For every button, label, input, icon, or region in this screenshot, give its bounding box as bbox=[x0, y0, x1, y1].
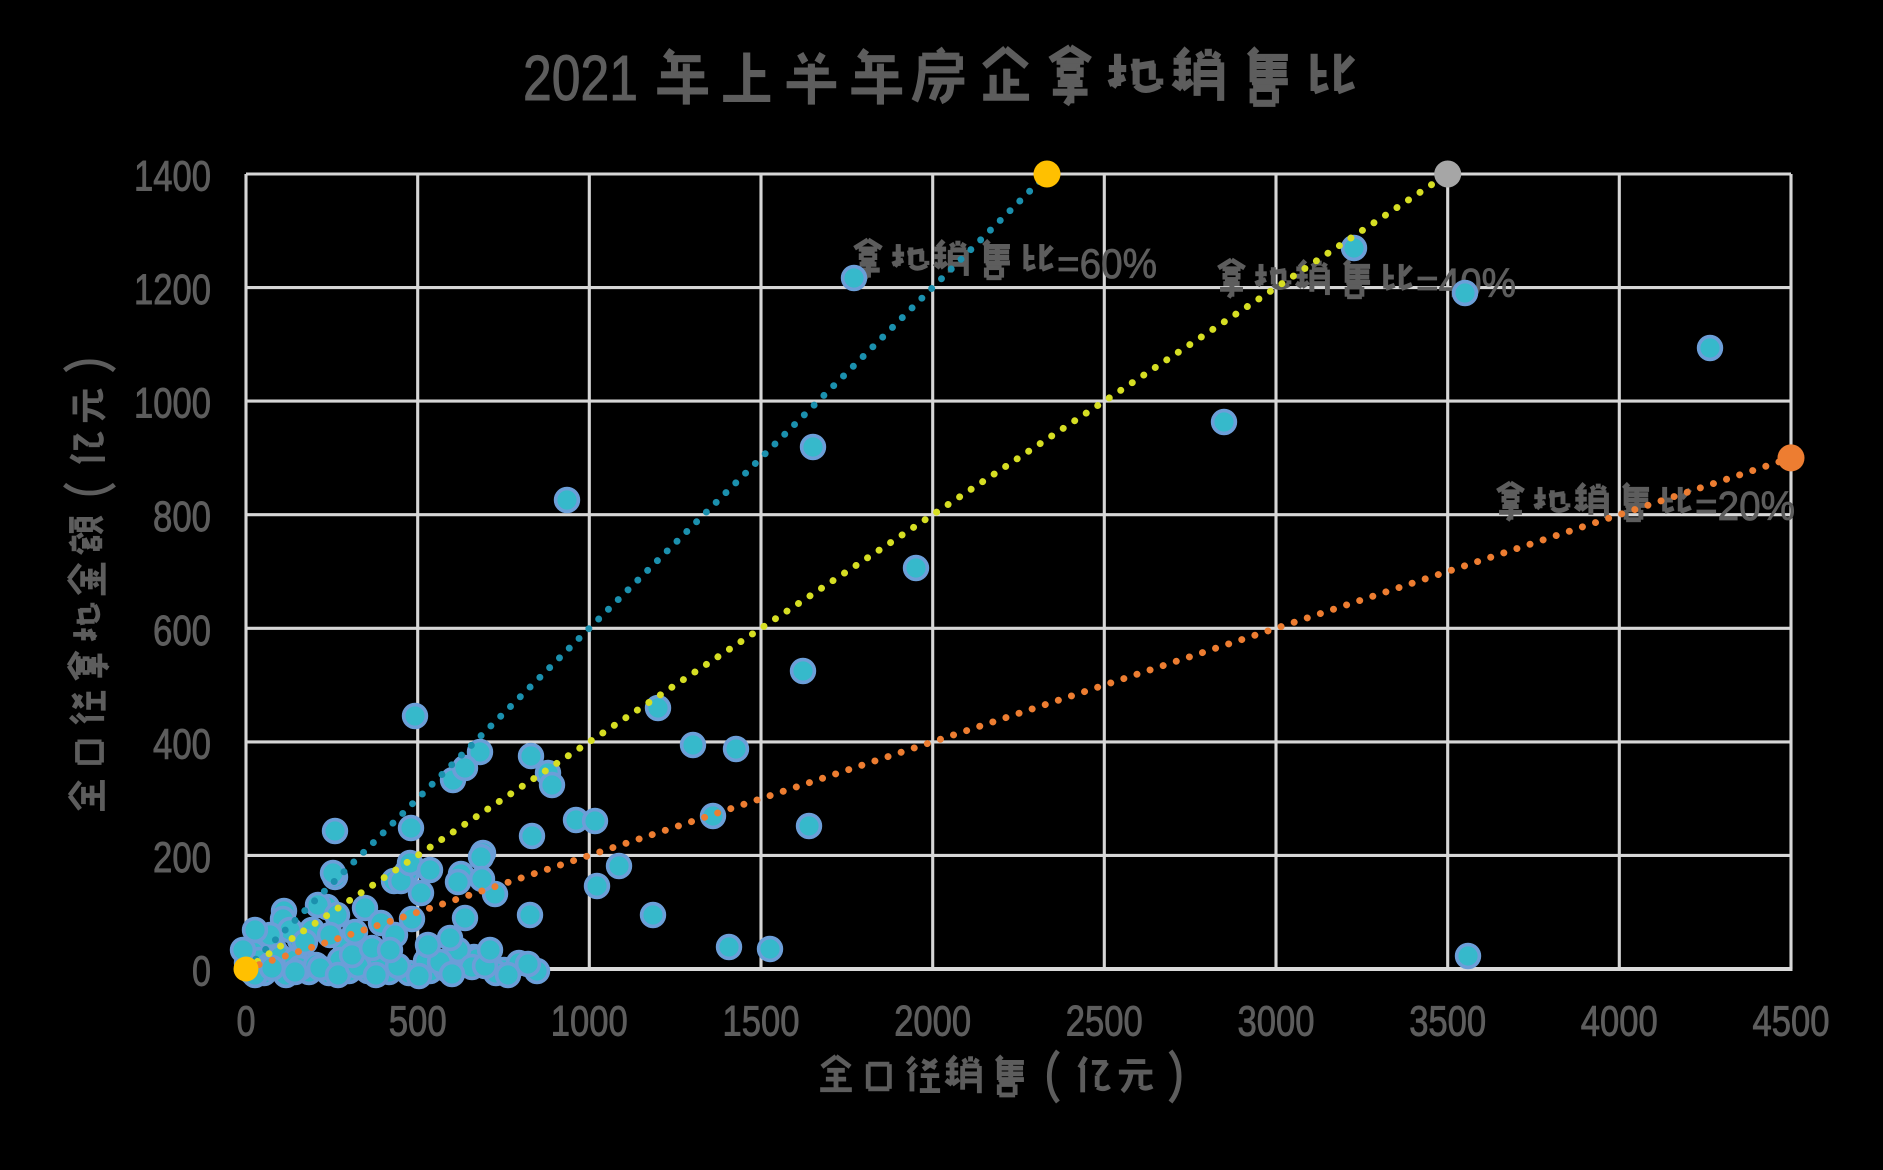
svg-text:2000: 2000 bbox=[894, 998, 971, 1046]
svg-text:1000: 1000 bbox=[134, 380, 211, 428]
svg-text:=20%: =20% bbox=[1695, 483, 1795, 529]
svg-text:4500: 4500 bbox=[1753, 998, 1830, 1046]
svg-text:3500: 3500 bbox=[1409, 998, 1486, 1046]
svg-text:1400: 1400 bbox=[134, 153, 211, 201]
svg-text:2500: 2500 bbox=[1066, 998, 1143, 1046]
svg-text:3000: 3000 bbox=[1238, 998, 1315, 1046]
svg-text:400: 400 bbox=[153, 720, 211, 768]
svg-text:2021: 2021 bbox=[523, 42, 638, 114]
svg-text:800: 800 bbox=[153, 493, 211, 541]
svg-text:200: 200 bbox=[153, 834, 211, 882]
svg-text:1200: 1200 bbox=[134, 266, 211, 314]
svg-text:0: 0 bbox=[237, 998, 256, 1046]
svg-text:1500: 1500 bbox=[723, 998, 800, 1046]
svg-text:4000: 4000 bbox=[1581, 998, 1658, 1046]
svg-text:600: 600 bbox=[153, 607, 211, 655]
svg-text:=60%: =60% bbox=[1057, 240, 1157, 287]
svg-text:1000: 1000 bbox=[551, 998, 628, 1046]
svg-text:500: 500 bbox=[389, 998, 447, 1046]
svg-text:0: 0 bbox=[192, 948, 211, 996]
